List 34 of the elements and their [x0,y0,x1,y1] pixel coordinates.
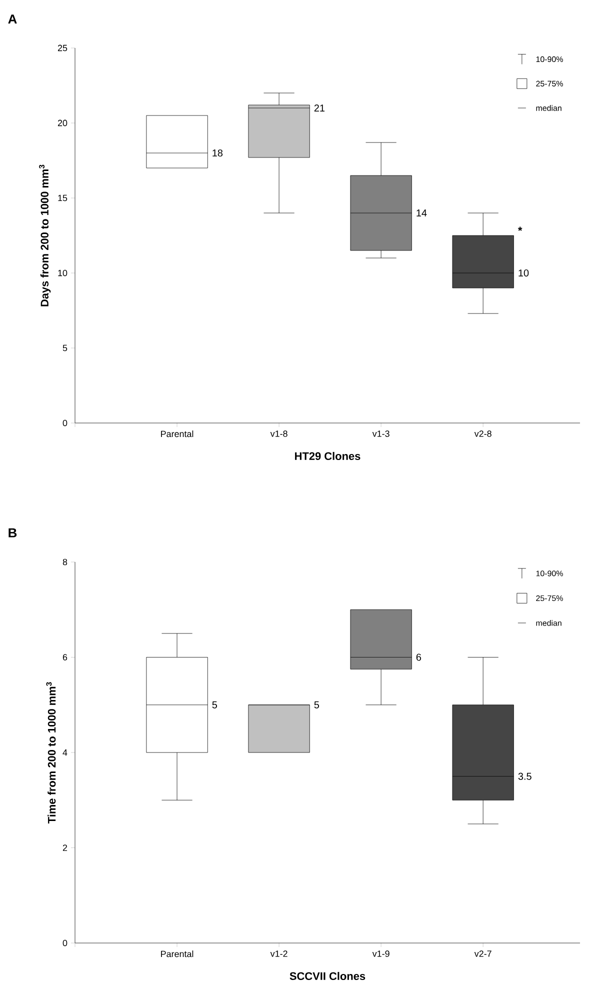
y-tick-label: 10 [58,270,68,276]
annotation: 18 [212,149,223,157]
y-tick-label: 4 [62,749,68,756]
x-axis-title: SCCVII Clones [290,972,366,980]
annotation: 3.5 [518,772,532,780]
y-axis-title: Days from 200 to 1000 mm$^{3}$ [39,164,51,306]
x-tick-label: Parental [161,950,194,958]
annotation: 5 [212,701,218,708]
y-tick-label: 8 [62,558,68,566]
x-tick-label: v1-2 [270,950,288,957]
y-tick-label: 2 [62,844,68,851]
y-tick-label: 20 [58,120,68,126]
y-tick-label: 15 [58,194,68,202]
x-tick-label: v1-3 [372,430,390,437]
annotation: * [518,226,522,231]
x-tick-label: v2-8 [474,430,492,437]
y-tick-label: 5 [62,344,68,352]
chart-title: B [8,528,17,538]
x-tick-label: v2-7 [474,950,492,957]
annotation: 14 [416,210,427,216]
y-axis-title: Time from 200 to 1000 mm$^{3}$ [46,682,56,824]
x-tick-label: Parental [161,430,194,438]
y-tick-label: 0 [62,420,68,426]
x-axis-title: HT29 Clones [295,452,360,460]
annotation: 21 [314,104,325,112]
x-tick-label: v1-8 [270,430,288,437]
y-tick-label: 25 [58,44,68,52]
y-tick-label: 6 [62,654,68,660]
annotation: 6 [416,654,422,661]
annotation: 10 [518,269,529,277]
y-tick-label: 0 [62,940,68,946]
annotation: 5 [314,701,320,708]
chart-title: A [8,14,17,24]
x-tick-label: v1-9 [372,950,390,957]
